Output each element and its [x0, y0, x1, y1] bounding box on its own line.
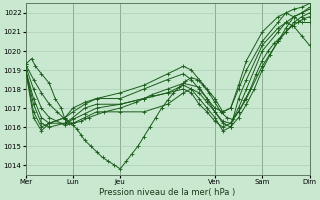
- X-axis label: Pression niveau de la mer( hPa ): Pression niveau de la mer( hPa ): [100, 188, 236, 197]
